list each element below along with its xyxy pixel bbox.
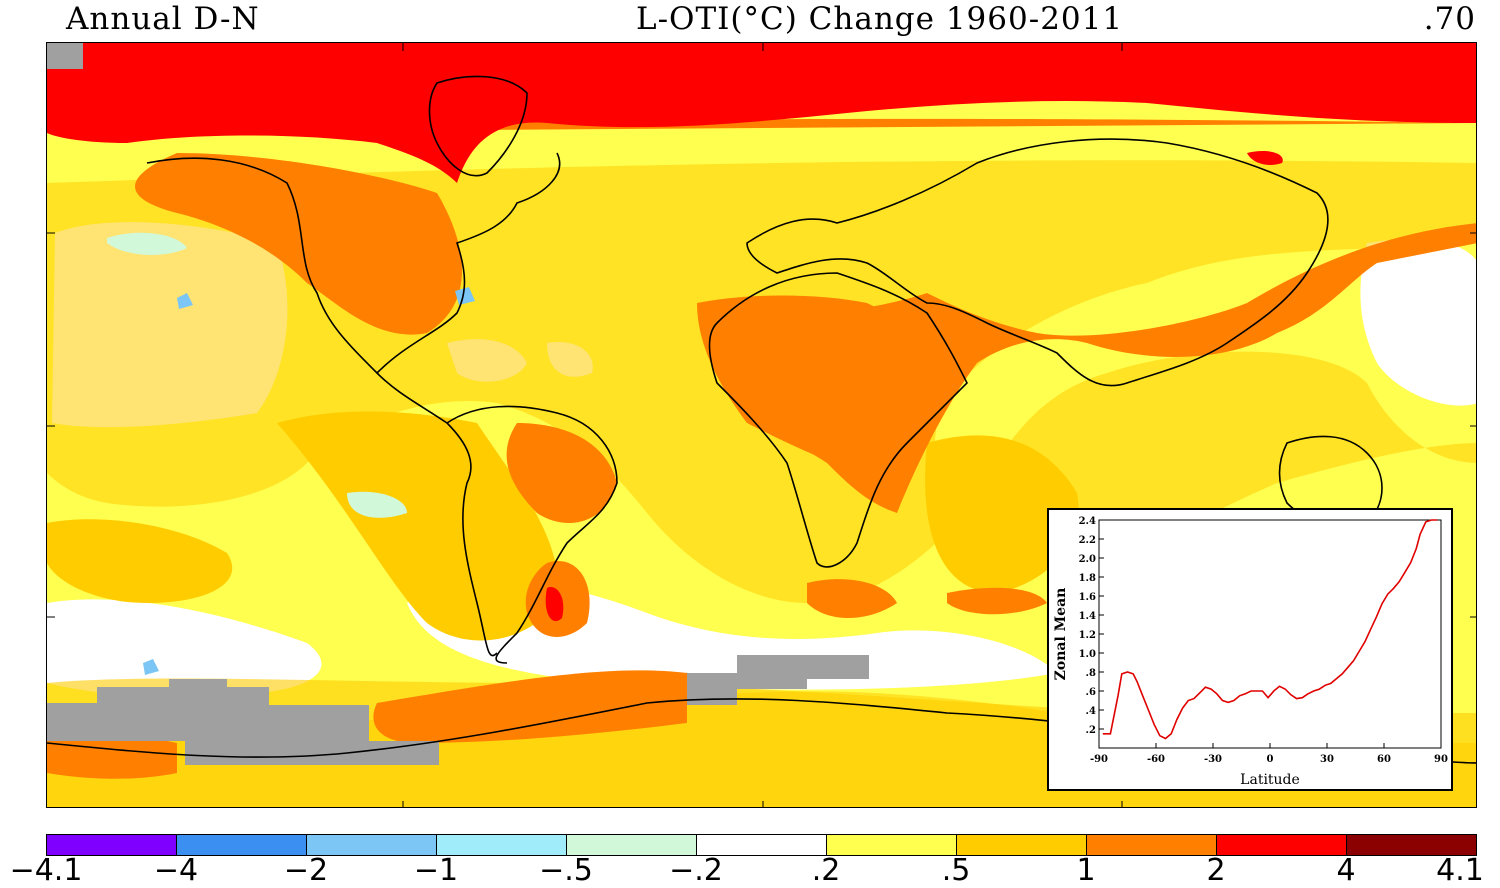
legend-tick: 4 bbox=[1336, 853, 1356, 888]
global-mean-value: .70 bbox=[1423, 1, 1476, 37]
y-tick-label: .4 bbox=[1086, 706, 1096, 717]
y-tick-label: 2.2 bbox=[1079, 535, 1096, 546]
y-tick-label: 1.2 bbox=[1079, 630, 1096, 641]
legend-swatch-7 bbox=[827, 835, 957, 855]
x-tick-label: 60 bbox=[1377, 754, 1391, 765]
legend-swatch-5 bbox=[567, 835, 697, 855]
legend-swatch-6 bbox=[697, 835, 827, 855]
y-tick-label: 1.8 bbox=[1079, 573, 1096, 584]
region-warm-brazil bbox=[506, 423, 617, 523]
x-tick-label: -30 bbox=[1204, 754, 1222, 765]
legend-swatch-8 bbox=[957, 835, 1087, 855]
legend-swatch-3 bbox=[307, 835, 437, 855]
color-scale-bar bbox=[46, 834, 1477, 856]
y-tick-label: 2.4 bbox=[1079, 516, 1096, 527]
region-warm-south-indian bbox=[947, 587, 1047, 615]
legend-swatch-2 bbox=[177, 835, 307, 855]
legend-swatch-10 bbox=[1217, 835, 1347, 855]
zonal-mean-plot: .2 .4 .6 .8 1.0 1.2 1.4 1.6 1.8 2.0 2.2 2.4 -90 -60 -… bbox=[1053, 516, 1448, 788]
legend-tick: −4 bbox=[153, 853, 199, 888]
legend-tick: −.2 bbox=[669, 853, 723, 888]
zonal-mean-line bbox=[1102, 519, 1438, 740]
temperature-anomaly-map bbox=[46, 42, 1477, 808]
legend-tick: 4.1 bbox=[1436, 853, 1484, 888]
region-moderate-spacific bbox=[47, 519, 233, 603]
region-cool-south-pacific bbox=[47, 599, 322, 698]
y-tick-label: 1.4 bbox=[1079, 611, 1096, 622]
map-title-left: Annual D-N bbox=[66, 1, 260, 37]
y-axis-label: Zonal Mean bbox=[1053, 588, 1069, 681]
region-warm-antarctic-peninsula bbox=[373, 670, 687, 743]
x-tick-label: 90 bbox=[1434, 754, 1448, 765]
y-tick-label: 2.0 bbox=[1079, 554, 1096, 565]
legend-tick: −1 bbox=[413, 853, 459, 888]
x-tick-label: 30 bbox=[1320, 754, 1334, 765]
y-tick-label: 1.6 bbox=[1079, 592, 1096, 603]
region-moderate-samerica bbox=[277, 411, 559, 641]
plot-frame bbox=[1098, 519, 1442, 749]
region-missing-antarctica-west bbox=[47, 679, 439, 765]
region-cold-speck-1 bbox=[177, 293, 193, 309]
zonal-mean-chart: .2 .4 .6 .8 1.0 1.2 1.4 1.6 1.8 2.0 2.2 2.4 -90 -60 -… bbox=[1047, 508, 1453, 791]
region-cool-speck-2 bbox=[347, 491, 407, 518]
region-hot-siberia bbox=[1247, 151, 1283, 165]
region-warm-namerica bbox=[135, 153, 462, 335]
legend-swatch-11 bbox=[1347, 835, 1476, 855]
legend-swatch-9 bbox=[1087, 835, 1217, 855]
legend-tick: −.5 bbox=[539, 853, 593, 888]
region-moderate-indian bbox=[925, 435, 1079, 593]
map-border-ticks bbox=[47, 43, 1476, 807]
y-tick-label: .2 bbox=[1086, 725, 1096, 736]
legend-tick: 1 bbox=[1076, 853, 1096, 888]
region-cool-speck-1 bbox=[107, 232, 187, 255]
y-tick-label: 1.0 bbox=[1079, 649, 1096, 660]
x-tick-label: -60 bbox=[1147, 754, 1165, 765]
region-hot-south-atlantic bbox=[545, 587, 564, 622]
y-tick-label: .6 bbox=[1086, 687, 1096, 698]
legend-swatch-4 bbox=[437, 835, 567, 855]
region-hot-arctic bbox=[47, 43, 1476, 183]
x-tick-label: 0 bbox=[1267, 754, 1274, 765]
y-tick-label: .8 bbox=[1086, 668, 1096, 679]
legend-tick: −4.1 bbox=[9, 853, 83, 888]
x-tick-label: -90 bbox=[1090, 754, 1108, 765]
region-cold-speck-2 bbox=[455, 287, 475, 305]
legend-tick: 2 bbox=[1206, 853, 1226, 888]
region-cold-speck-3 bbox=[143, 659, 159, 675]
region-cool-west-pacific bbox=[1360, 239, 1476, 406]
legend-swatch-1 bbox=[47, 835, 177, 855]
legend-tick: .5 bbox=[941, 853, 971, 888]
map-title-center: L-OTI(°C) Change 1960-2011 bbox=[636, 1, 1124, 37]
map-canvas bbox=[47, 43, 1476, 807]
region-missing-arctic bbox=[47, 43, 83, 69]
x-axis-label: Latitude bbox=[1240, 772, 1300, 788]
legend-tick: .2 bbox=[811, 853, 841, 888]
region-missing-antarctica-east bbox=[687, 655, 869, 705]
region-warm-south-atlantic bbox=[807, 579, 897, 618]
legend-tick: −2 bbox=[283, 853, 329, 888]
